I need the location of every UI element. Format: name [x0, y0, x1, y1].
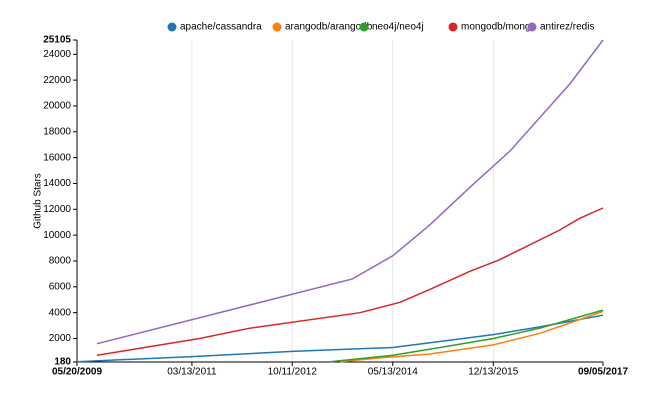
y-tick-label: 10000 — [43, 230, 71, 241]
y-tick-label: 6000 — [49, 281, 72, 292]
legend-label: arangodb/arangodb — [285, 22, 373, 33]
series-line — [76, 314, 604, 363]
legend-label: antirez/redis — [540, 22, 594, 33]
y-tick-label: 16000 — [43, 152, 71, 163]
y-tick-label: 8000 — [49, 256, 72, 267]
y-tick-label: 22000 — [43, 75, 71, 86]
legend-label: apache/cassandra — [180, 22, 262, 33]
legend-marker — [448, 22, 458, 32]
legend-label: neo4j/neo4j — [372, 22, 424, 33]
series-line — [96, 207, 604, 357]
y-tick-label: 2000 — [49, 333, 72, 344]
legend-marker — [167, 22, 177, 32]
y-axis-label: Github Stars — [33, 173, 44, 229]
y-tick-label: 14000 — [43, 178, 71, 189]
x-tick-label: 09/05/2017 — [578, 367, 628, 378]
series-line — [96, 39, 604, 345]
series-line — [339, 310, 604, 363]
series-line — [329, 309, 604, 363]
y-tick-label: 24000 — [43, 49, 71, 60]
x-tick-label: 05/20/2009 — [52, 367, 102, 378]
x-tick-label: 10/11/2012 — [268, 367, 318, 378]
legend-marker — [272, 22, 282, 32]
y-tick-label: 12000 — [43, 204, 71, 215]
y-tick-label: 25105 — [43, 35, 71, 46]
y-tick-label: 18000 — [43, 126, 71, 137]
x-tick-label: 05/13/2014 — [368, 367, 418, 378]
y-tick-label: 180 — [54, 357, 71, 368]
y-tick-label: 20000 — [43, 101, 71, 112]
legend-label: mongodb/mongo — [461, 22, 536, 33]
legend-marker — [527, 22, 537, 32]
y-tick-label: 4000 — [49, 307, 72, 318]
x-tick-label: 12/13/2015 — [468, 367, 518, 378]
legend-marker — [359, 22, 369, 32]
x-tick-label: 03/13/2011 — [167, 367, 217, 378]
